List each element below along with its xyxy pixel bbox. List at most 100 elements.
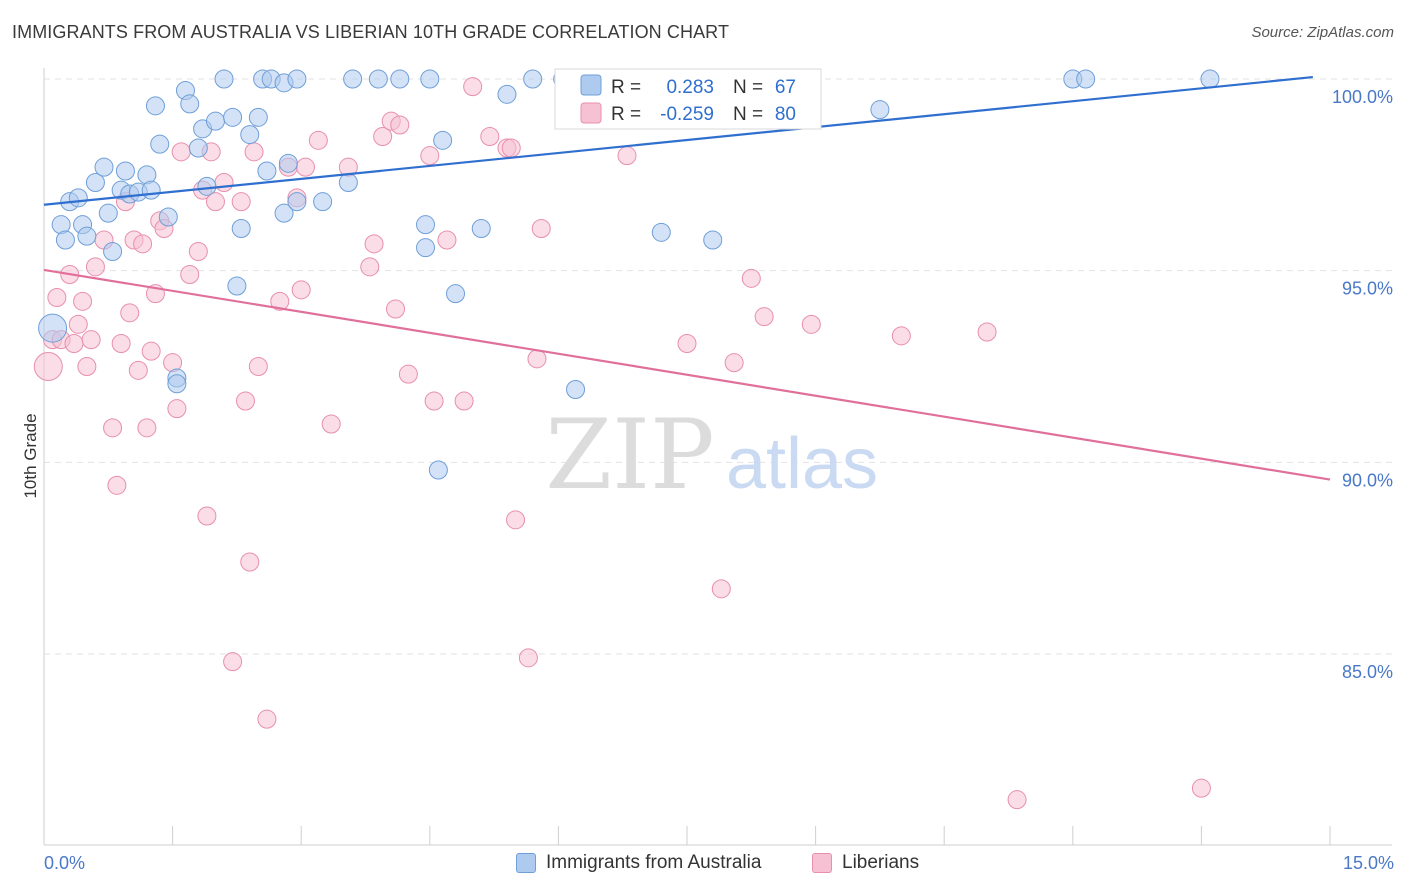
data-point bbox=[1007, 790, 1027, 810]
data-point bbox=[167, 374, 187, 394]
legend-swatch-pink bbox=[812, 853, 832, 873]
data-point bbox=[291, 280, 311, 300]
data-point bbox=[120, 303, 140, 323]
data-point bbox=[64, 334, 84, 353]
data-point bbox=[150, 134, 170, 154]
stats-n-value-1: 67 bbox=[775, 77, 796, 98]
data-point bbox=[390, 115, 410, 135]
data-point bbox=[518, 648, 538, 668]
data-point bbox=[98, 203, 118, 223]
data-point bbox=[617, 146, 637, 166]
data-point bbox=[313, 192, 333, 212]
data-point bbox=[145, 96, 165, 116]
data-point bbox=[373, 127, 393, 146]
data-point bbox=[531, 219, 551, 238]
data-point bbox=[523, 69, 543, 89]
data-point bbox=[77, 226, 97, 246]
data-point bbox=[420, 146, 440, 166]
axes bbox=[43, 68, 1392, 846]
data-point bbox=[103, 242, 123, 261]
data-point bbox=[240, 552, 260, 572]
data-point bbox=[501, 138, 521, 158]
stats-r-label-1: R = bbox=[611, 77, 641, 98]
chart-title: IMMIGRANTS FROM AUSTRALIA VS LIBERIAN 10… bbox=[12, 22, 730, 42]
data-point bbox=[424, 391, 444, 411]
y-tick-label: 85.0% bbox=[1342, 662, 1393, 682]
data-point bbox=[416, 215, 436, 235]
data-point bbox=[240, 125, 260, 145]
data-point bbox=[73, 291, 93, 311]
data-point bbox=[278, 153, 298, 173]
data-point bbox=[386, 299, 406, 319]
trend-line bbox=[43, 75, 1313, 206]
y-axis-label: 10th Grade bbox=[21, 413, 40, 498]
data-point bbox=[527, 349, 547, 369]
data-point bbox=[398, 364, 418, 384]
data-point bbox=[270, 291, 290, 311]
stats-n-value-2: 80 bbox=[775, 104, 796, 125]
data-point bbox=[47, 288, 67, 307]
data-point bbox=[321, 414, 341, 434]
stats-legend-swatch-pink bbox=[580, 102, 602, 124]
data-point bbox=[103, 418, 123, 438]
data-point bbox=[85, 173, 105, 192]
stats-n-label-1: N = bbox=[733, 77, 763, 98]
data-point bbox=[244, 142, 264, 162]
data-point bbox=[446, 284, 466, 304]
x-tick-label-max: 15.0% bbox=[1343, 853, 1394, 873]
data-point bbox=[111, 334, 131, 353]
data-point bbox=[94, 157, 114, 177]
watermark-atlas: atlas bbox=[726, 424, 878, 504]
data-point bbox=[107, 475, 127, 495]
data-point bbox=[197, 176, 217, 196]
data-point bbox=[295, 157, 315, 177]
data-point bbox=[891, 326, 911, 346]
data-point bbox=[55, 230, 75, 250]
legend-label-liberians: Liberians bbox=[842, 852, 920, 873]
stats-r-label-2: R = bbox=[611, 104, 641, 125]
data-point bbox=[287, 69, 307, 89]
data-point bbox=[1200, 69, 1220, 89]
data-point bbox=[68, 188, 88, 208]
data-point bbox=[497, 84, 517, 104]
trend-lines bbox=[43, 75, 1331, 481]
stats-r-value-2: -0.259 bbox=[660, 104, 714, 125]
data-point bbox=[1191, 778, 1211, 798]
stats-legend: R = 0.283 N = 67 R = -0.259 N = 80 bbox=[554, 68, 822, 130]
data-point bbox=[308, 130, 328, 150]
data-point bbox=[33, 352, 63, 381]
data-point bbox=[158, 207, 178, 227]
data-point bbox=[205, 192, 225, 212]
data-point bbox=[180, 265, 200, 284]
data-point bbox=[274, 203, 294, 223]
data-point bbox=[223, 652, 243, 672]
data-point bbox=[677, 334, 697, 353]
data-point bbox=[977, 322, 997, 342]
legend-item-liberians[interactable]: Liberians bbox=[812, 852, 919, 874]
trend-line bbox=[43, 268, 1331, 481]
data-point bbox=[231, 192, 251, 212]
data-point bbox=[133, 234, 153, 254]
data-point bbox=[506, 510, 526, 530]
data-point bbox=[437, 230, 457, 250]
data-point bbox=[137, 418, 157, 438]
data-point bbox=[420, 69, 440, 89]
data-point bbox=[68, 314, 88, 334]
data-point bbox=[205, 111, 225, 131]
data-point bbox=[248, 107, 268, 127]
data-point bbox=[214, 69, 234, 89]
data-point bbox=[651, 222, 671, 242]
data-point bbox=[703, 230, 723, 250]
data-point bbox=[343, 69, 363, 89]
data-point bbox=[463, 77, 483, 97]
y-tick-label: 90.0% bbox=[1342, 470, 1393, 490]
data-point bbox=[428, 460, 448, 480]
data-point bbox=[368, 69, 388, 89]
data-point bbox=[433, 130, 453, 150]
y-tick-label: 95.0% bbox=[1342, 279, 1393, 299]
data-point bbox=[81, 330, 101, 350]
legend-item-australia[interactable]: Immigrants from Australia bbox=[516, 852, 761, 874]
stats-legend-swatch-blue bbox=[580, 74, 602, 96]
stats-n-label-2: N = bbox=[733, 104, 763, 125]
legend-label-australia: Immigrants from Australia bbox=[546, 852, 762, 873]
